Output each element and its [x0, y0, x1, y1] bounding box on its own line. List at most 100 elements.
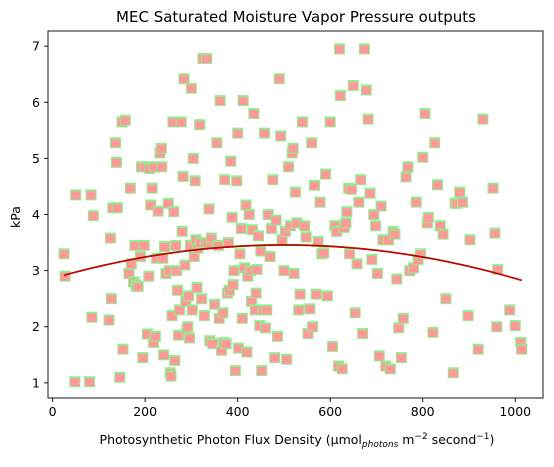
data-point [228, 281, 238, 290]
data-point [335, 92, 345, 101]
data-point [148, 338, 158, 347]
data-point [413, 255, 423, 264]
data-point [325, 118, 335, 127]
y-tick-label: 3 [32, 263, 40, 278]
data-point [251, 289, 261, 298]
data-point [71, 191, 81, 200]
data-point [346, 185, 356, 194]
data-point [206, 234, 216, 243]
data-point [285, 222, 295, 231]
data-point [111, 158, 121, 167]
data-point [87, 313, 97, 322]
data-point [260, 324, 270, 333]
data-point [227, 213, 237, 222]
data-point [172, 267, 182, 276]
data-point [257, 367, 267, 376]
data-point [390, 230, 400, 239]
data-point [156, 144, 166, 153]
data-point [234, 344, 244, 353]
data-point [270, 354, 280, 363]
data-point [322, 292, 332, 301]
data-point [157, 163, 167, 172]
x-axis-label-subscript: photons [361, 440, 399, 450]
data-point [309, 181, 319, 190]
data-point [150, 332, 160, 341]
data-point [232, 177, 242, 186]
data-point [163, 199, 173, 208]
data-point [354, 198, 364, 207]
data-point [247, 297, 257, 306]
data-point [492, 323, 502, 332]
data-point [60, 272, 70, 281]
data-point [85, 378, 95, 387]
data-point [435, 222, 445, 231]
data-point [408, 264, 418, 273]
data-point [105, 234, 115, 243]
data-point [166, 372, 176, 381]
data-point [221, 340, 231, 349]
data-point [120, 116, 130, 125]
data-point [167, 312, 177, 321]
data-point [363, 115, 373, 124]
data-point [152, 254, 162, 263]
data-point [272, 332, 282, 341]
data-point [319, 249, 329, 258]
data-point [226, 157, 236, 166]
data-point [244, 211, 254, 219]
data-point [274, 75, 284, 84]
chart-title: MEC Saturated Moisture Vapor Pressure ou… [116, 8, 476, 26]
data-point [284, 163, 294, 172]
data-point [195, 121, 205, 130]
data-point [183, 323, 193, 332]
data-point [170, 356, 180, 365]
data-point [199, 312, 209, 321]
data-point [356, 176, 366, 185]
data-point [237, 314, 247, 323]
data-point [394, 324, 404, 333]
data-point [112, 204, 122, 213]
data-point [396, 354, 406, 363]
x-axis-label-middle: m [398, 432, 414, 447]
x-tick-label: 200 [133, 404, 157, 419]
x-axis-label-after: second [428, 432, 477, 447]
data-point [303, 329, 313, 338]
data-point [328, 342, 338, 351]
data-point [401, 173, 411, 182]
data-point [361, 86, 371, 95]
data-point [342, 208, 352, 217]
data-point [126, 260, 136, 269]
data-point [297, 118, 307, 127]
data-point [86, 191, 96, 200]
data-point [433, 181, 443, 190]
data-point [220, 176, 230, 185]
data-point [415, 250, 425, 259]
x-tick-label: 600 [318, 404, 342, 419]
data-point [168, 118, 178, 127]
data-point [307, 139, 317, 148]
data-point [252, 265, 262, 274]
data-point [138, 354, 148, 363]
data-point [179, 75, 189, 84]
data-point [488, 184, 498, 193]
data-point [236, 225, 246, 234]
data-point [174, 306, 184, 315]
data-point [192, 283, 202, 292]
data-point [255, 322, 265, 331]
data-point [372, 269, 382, 278]
data-point [294, 306, 304, 315]
data-point [189, 253, 199, 262]
data-point [301, 233, 311, 242]
data-point [133, 282, 143, 291]
y-tick-label: 1 [32, 375, 40, 390]
data-point [280, 227, 290, 236]
data-point [185, 334, 195, 343]
data-point [111, 139, 121, 148]
data-point [204, 205, 214, 214]
data-point [369, 211, 379, 219]
data-point [423, 213, 433, 222]
data-point [418, 153, 428, 162]
data-point [321, 170, 331, 179]
data-point [289, 269, 299, 278]
data-point [420, 109, 430, 118]
